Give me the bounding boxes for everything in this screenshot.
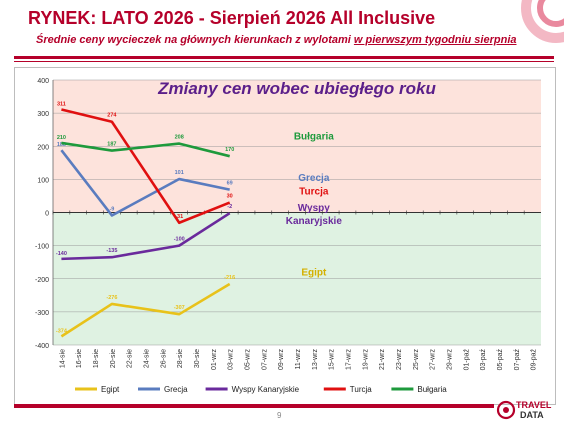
x-tick-label: 05-paź: [497, 349, 504, 371]
data-label: 69: [227, 181, 233, 187]
legend-label: Turcja: [350, 385, 372, 394]
data-label: -140: [56, 251, 67, 257]
legend-label: Bułgaria: [417, 385, 447, 394]
x-tick-label: 03-paź: [480, 349, 487, 371]
series-region-label: Wyspy: [298, 203, 330, 214]
data-label: -216: [224, 275, 235, 281]
x-tick-label: 16-sie: [76, 349, 83, 368]
logo-text-bottom: DATA: [520, 410, 544, 420]
data-label: -100: [174, 237, 185, 243]
x-tick-label: 09-paź: [531, 349, 538, 371]
x-tick-label: 07-wrz: [261, 349, 268, 371]
x-tick-label: 22-sie: [127, 349, 134, 368]
data-label: 30: [227, 194, 233, 200]
logo-text-top: TRAVEL: [516, 400, 552, 410]
data-label: 170: [225, 147, 234, 153]
price-change-chart: 400 300 200 100 0 -100 -200 -300 -400 14-sie 16-si…: [35, 78, 541, 394]
data-label: 274: [107, 113, 117, 119]
data-label: -9: [109, 206, 114, 212]
y-tick-label: -200: [35, 277, 49, 284]
subtitle-highlight: w pierwszym tygodniu sierpnia: [353, 34, 517, 46]
x-tick-label: 01-paź: [463, 349, 470, 371]
data-label: -307: [174, 305, 185, 311]
travel-data-logo-icon: TRAVEL DATA: [496, 400, 552, 420]
x-tick-label: 15-wrz: [329, 349, 336, 371]
x-tick-label: 24-sie: [144, 349, 151, 368]
data-label: 210: [57, 135, 66, 141]
x-tick-label: 28-sie: [177, 349, 184, 368]
x-tick-label: 14-sie: [59, 349, 66, 368]
data-label: -135: [106, 248, 117, 254]
slide-header: RYNEK: LATO 2026 - Sierpień 2026 All Inc…: [0, 0, 564, 60]
data-label: -2: [227, 204, 232, 210]
subtitle-main: Średnie ceny wycieczek na głównych kieru…: [36, 34, 354, 46]
chart-frame: 400 300 200 100 0 -100 -200 -300 -400 14-sie 16-si…: [14, 67, 556, 405]
series-region-label: Bułgaria: [294, 132, 334, 143]
slide-title: RYNEK: LATO 2026 - Sierpień 2026 All Inc…: [28, 8, 436, 28]
footer-bar: [14, 404, 494, 408]
x-tick-label: 17-wrz: [345, 349, 352, 371]
x-tick-label: 20-sie: [110, 349, 117, 368]
y-tick-label: -400: [35, 343, 49, 350]
series-region-label: Kanaryjskie: [286, 216, 343, 227]
x-tick-label: 27-wrz: [430, 349, 437, 371]
legend-label: Grecja: [164, 385, 188, 394]
series-line: [61, 108, 231, 225]
x-tick-label: 29-wrz: [446, 349, 453, 371]
x-tick-label: 19-wrz: [362, 349, 369, 371]
x-tick-label: 18-sie: [93, 349, 100, 368]
header-rule: [14, 56, 554, 59]
series-line: [61, 212, 231, 261]
x-tick-label: 30-sie: [194, 349, 201, 368]
chart-title: Zmiany cen wobec ubiegłego roku: [157, 79, 436, 98]
x-tick-label: 21-wrz: [379, 349, 386, 371]
data-label: -276: [106, 295, 117, 301]
series-region-label: Grecja: [298, 173, 330, 184]
corner-decoration-icon: [521, 0, 564, 43]
series-region-label: Egipt: [301, 267, 327, 278]
x-tick-label: 11-wrz: [295, 349, 302, 370]
header-rule-thin: [14, 61, 554, 62]
legend-label: Egipt: [101, 385, 120, 394]
y-tick-label: 400: [37, 78, 49, 85]
slide-subtitle: Średnie ceny wycieczek na głównych kieru…: [36, 34, 517, 46]
data-label: -31: [175, 214, 183, 220]
y-tick-label: -300: [35, 310, 49, 317]
x-tick-label: 07-paź: [514, 349, 521, 371]
y-tick-label: 300: [37, 111, 49, 118]
x-tick-label: 01-wrz: [211, 349, 218, 371]
series-region-label: Turcja: [299, 186, 329, 197]
y-tick-label: -100: [35, 244, 49, 251]
x-tick-label: 23-wrz: [396, 349, 403, 371]
x-tick-label: 13-wrz: [312, 349, 319, 371]
data-label: -374: [56, 328, 68, 334]
x-tick-label: 03-wrz: [228, 349, 235, 371]
data-label: 101: [175, 170, 184, 176]
data-label: 208: [175, 135, 184, 141]
page-number: 9: [277, 411, 282, 420]
y-tick-label: 200: [37, 144, 49, 151]
legend-label: Wyspy Kanaryjskie: [232, 385, 300, 394]
series-line: [60, 149, 230, 217]
x-tick-label: 25-wrz: [413, 349, 420, 371]
y-tick-label: 100: [37, 177, 49, 184]
data-label: 188: [57, 142, 66, 148]
series-line: [61, 141, 231, 158]
data-label: 187: [107, 142, 116, 148]
x-tick-label: 09-wrz: [278, 349, 285, 371]
x-tick-label: 26-sie: [160, 349, 167, 368]
x-tick-label: 05-wrz: [245, 349, 252, 371]
data-label: 311: [57, 101, 66, 107]
series-line: [60, 282, 231, 338]
y-tick-label: 0: [45, 211, 49, 218]
